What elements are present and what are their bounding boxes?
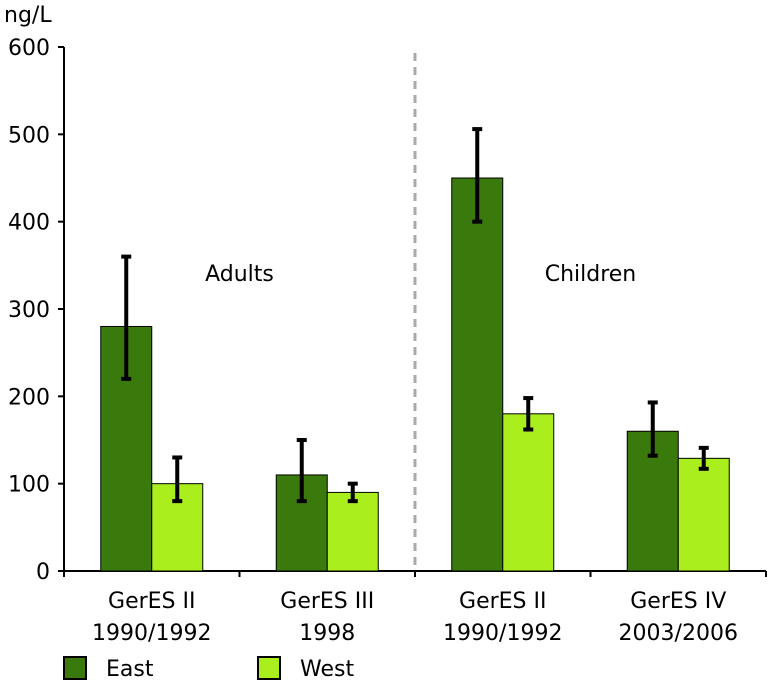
category-label: 1990/1992: [92, 621, 211, 646]
y-axis-unit-label: ng/L: [4, 3, 52, 28]
category-label: GerES II: [459, 589, 546, 614]
plot-area: 0 100 200 300 400 500 600 GerES II 1990/1992 GerE…: [8, 36, 767, 682]
bar-east: [451, 177, 504, 572]
y-tick-label: 300: [8, 298, 50, 323]
legend-swatch-east: [63, 656, 87, 680]
group-label-children: Children: [545, 262, 637, 287]
y-tick-label: 400: [8, 211, 50, 236]
group-label-adults: Adults: [205, 262, 274, 287]
bar-west: [326, 491, 379, 572]
category-label: 1998: [299, 621, 355, 646]
category-label: 1990/1992: [443, 621, 562, 646]
legend-swatch-west: [257, 656, 281, 680]
legend-label-west: West: [300, 657, 354, 682]
y-tick-label: 500: [8, 123, 50, 148]
category-label: 2003/2006: [619, 621, 738, 646]
category-label: GerES IV: [630, 589, 726, 614]
y-tick-label: 200: [8, 385, 50, 410]
y-tick-label: 0: [36, 560, 50, 585]
legend-label-east: East: [106, 657, 154, 682]
bar-west: [677, 457, 730, 572]
category-label: GerES II: [108, 589, 195, 614]
y-tick-label: 600: [8, 36, 50, 61]
y-tick-label: 100: [8, 473, 50, 498]
category-label: GerES III: [280, 589, 374, 614]
bar-west: [502, 413, 555, 572]
